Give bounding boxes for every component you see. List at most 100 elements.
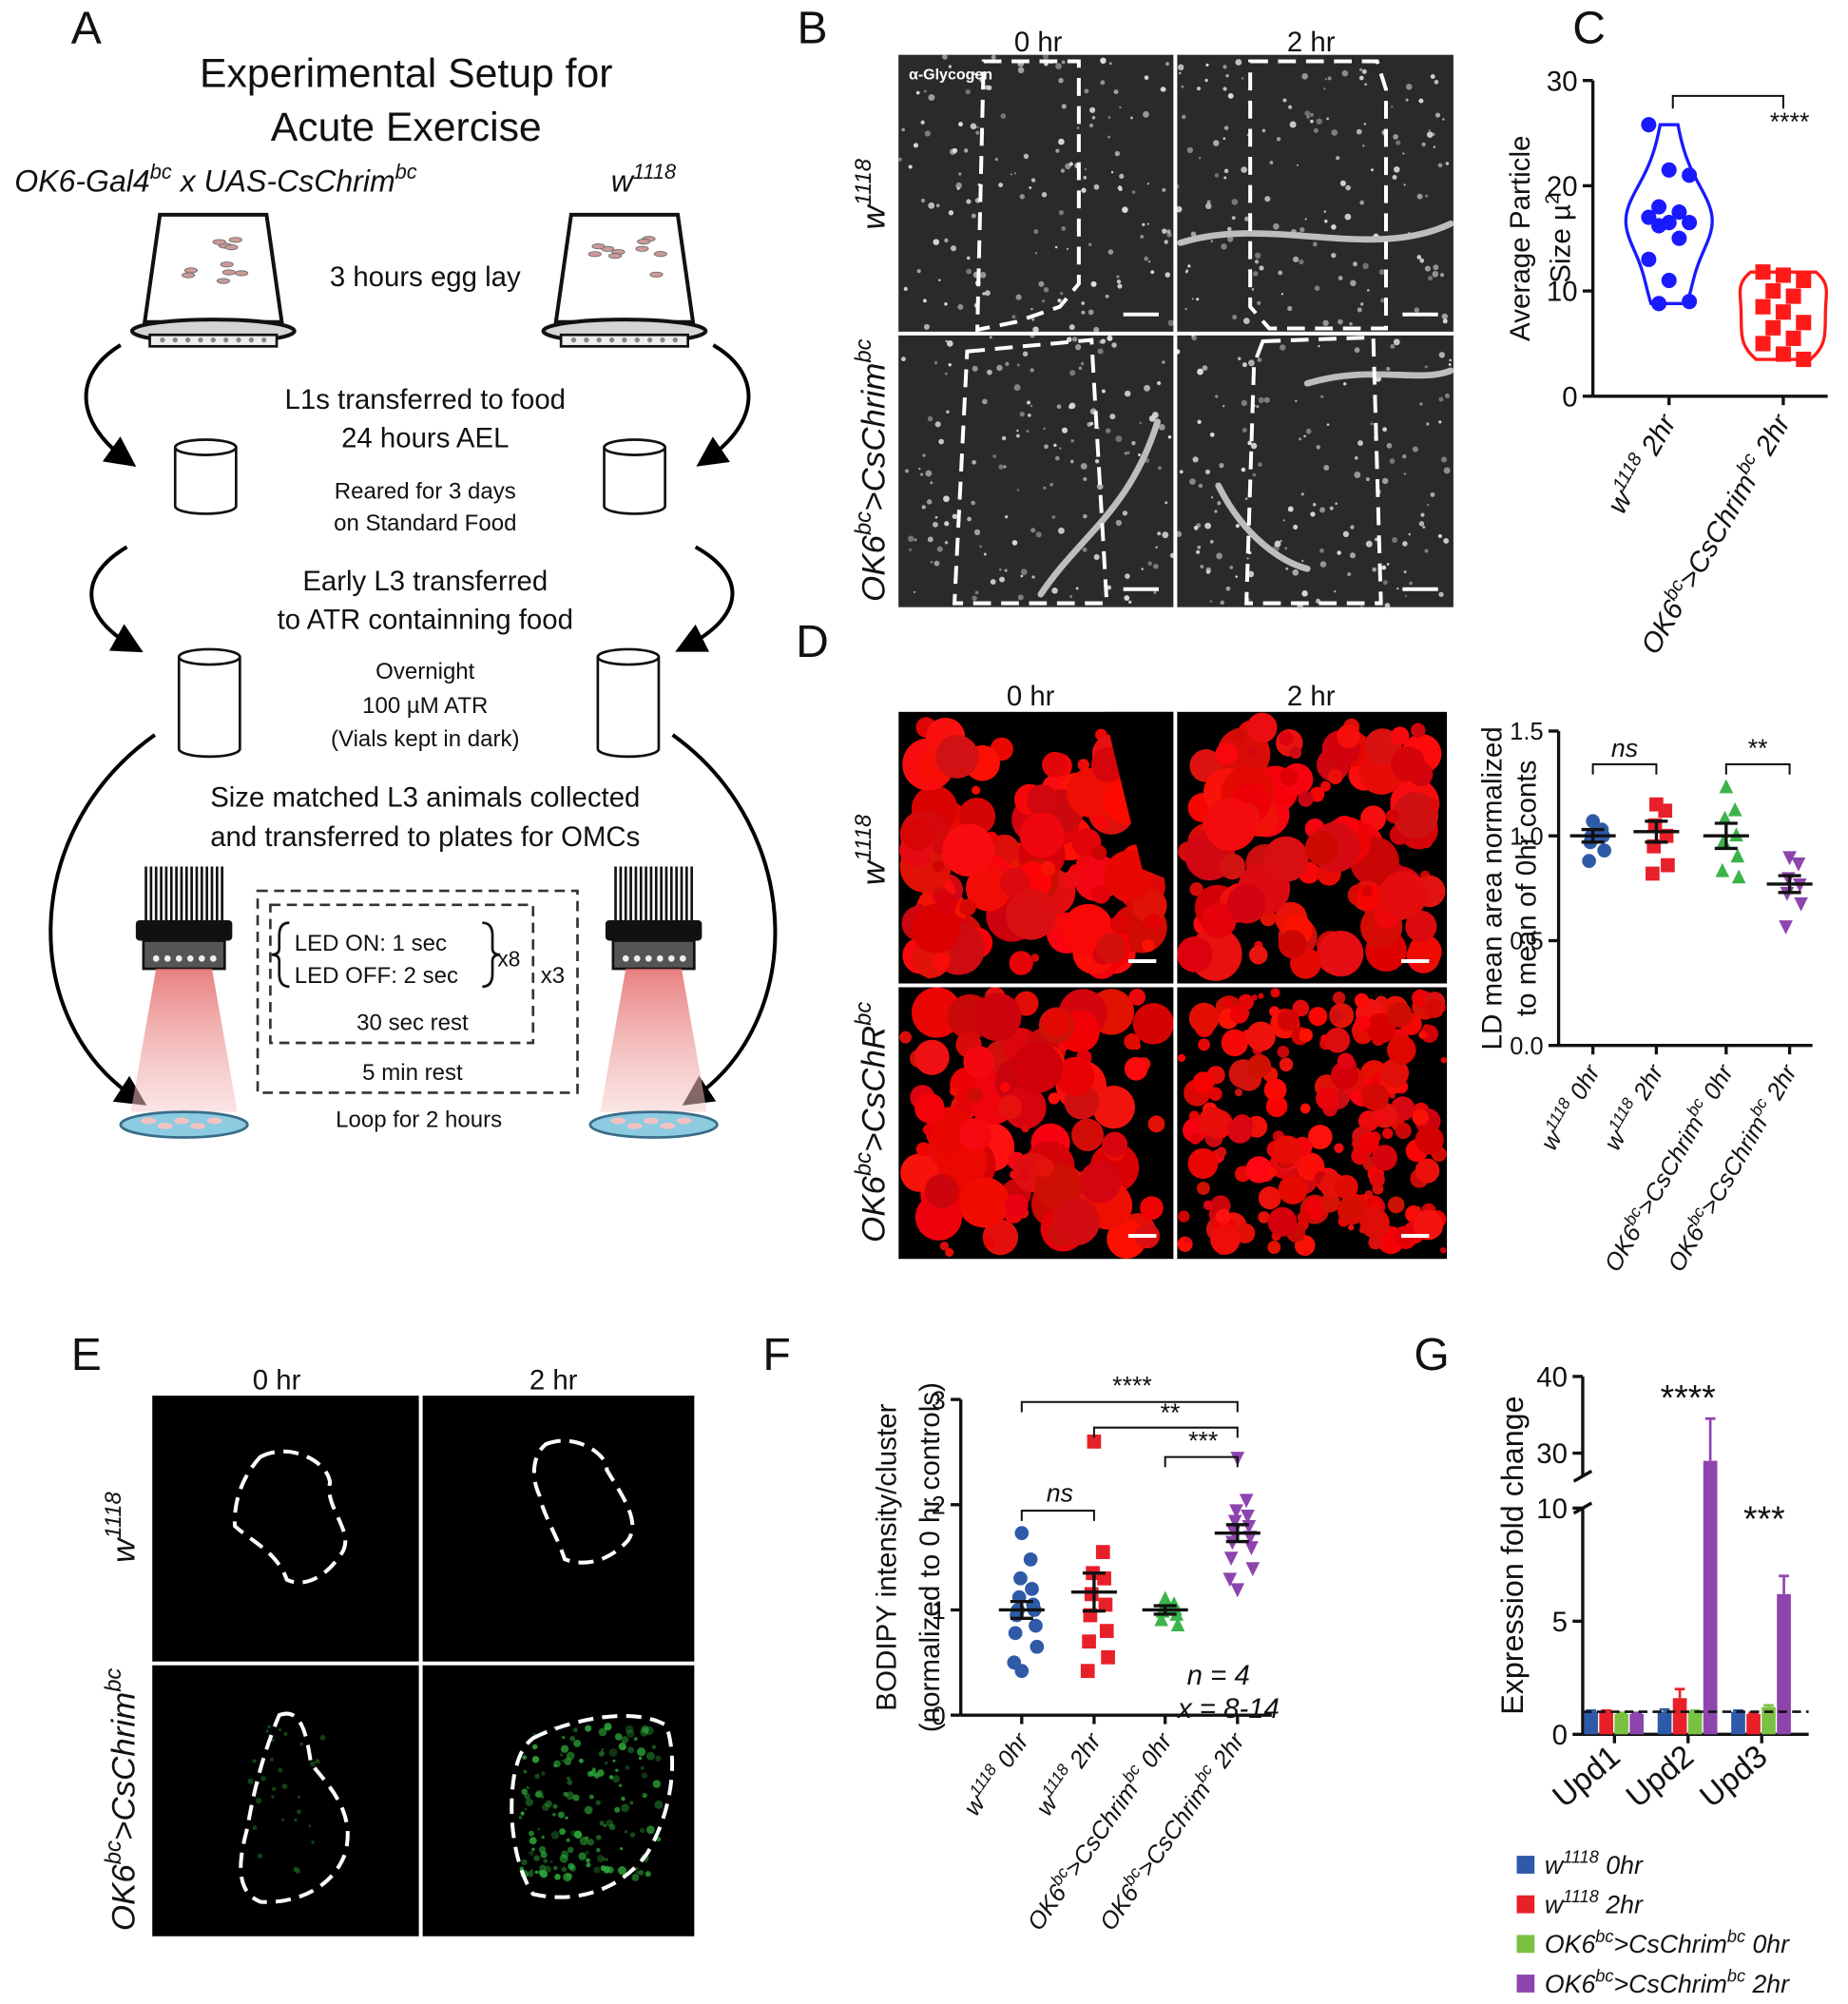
bodipy-signal xyxy=(541,1835,545,1840)
glycogen-particle xyxy=(1068,402,1076,410)
bodipy-signal xyxy=(524,1807,528,1811)
glycogen-particle xyxy=(897,157,902,162)
glycogen-particle xyxy=(1026,430,1030,433)
bodipy-signal xyxy=(618,1783,623,1787)
glycogen-particle xyxy=(1386,563,1390,566)
bodipy-signal xyxy=(606,1820,614,1827)
bodipy-signal xyxy=(308,1824,312,1828)
glycogen-particle xyxy=(1359,200,1364,205)
glycogen-particle xyxy=(1083,476,1088,482)
lipid-droplet xyxy=(1246,712,1278,743)
bodipy-signal xyxy=(529,1837,537,1845)
led-bulb xyxy=(209,954,217,962)
bodipy-signal xyxy=(283,1731,288,1737)
vial-top xyxy=(177,647,241,666)
glycogen-particle xyxy=(1396,588,1399,590)
glycogen-particle xyxy=(944,302,948,306)
glycogen-particle xyxy=(958,172,962,176)
glycogen-particle xyxy=(1223,168,1229,174)
glycogen-particle xyxy=(920,472,924,476)
data-point xyxy=(1098,1597,1113,1612)
glycogen-particle xyxy=(976,125,979,129)
light-beam xyxy=(600,969,707,1112)
glycogen-particle xyxy=(1202,365,1208,371)
lipid-droplet xyxy=(1055,1056,1095,1096)
glycogen-particle xyxy=(1141,568,1144,570)
protocol-step: Early L3 transferred xyxy=(302,566,548,597)
glycogen-particle xyxy=(1153,590,1157,594)
lipid-droplet xyxy=(1334,1143,1344,1153)
glycogen-particle xyxy=(1382,427,1387,433)
bodipy-signal xyxy=(654,1800,664,1810)
bodipy-signal xyxy=(641,1725,649,1734)
glycogen-particle xyxy=(1350,525,1355,530)
glycogen-particle xyxy=(1122,511,1128,516)
glycogen-particle xyxy=(1384,603,1391,608)
glycogen-particle xyxy=(1403,570,1407,574)
text-run: w xyxy=(611,164,635,199)
y-axis-label: Average Particle xyxy=(1505,136,1536,341)
glycogen-particle xyxy=(1075,587,1079,590)
lipid-droplet xyxy=(1096,932,1127,964)
glycogen-particle xyxy=(1381,565,1387,570)
bodipy-signal xyxy=(518,1816,523,1820)
glycogen-particle xyxy=(1382,580,1388,586)
data-point xyxy=(1755,336,1771,352)
lipid-droplet xyxy=(1413,1209,1444,1241)
larva xyxy=(190,1123,206,1129)
lipid-droplet xyxy=(1369,1171,1385,1187)
bodipy-signal xyxy=(550,1831,560,1840)
glycogen-particle xyxy=(1409,581,1414,586)
lipid-droplet xyxy=(983,1236,996,1249)
glycogen-particle xyxy=(1438,396,1444,402)
glycogen-particle xyxy=(1019,411,1025,417)
glycogen-particle xyxy=(1247,440,1252,446)
larva xyxy=(141,1117,157,1125)
glycogen-particle xyxy=(1416,255,1422,260)
glycogen-particle xyxy=(1360,606,1363,608)
data-point xyxy=(1097,1570,1111,1586)
superscript: bc xyxy=(1727,1967,1745,1986)
glycogen-particle xyxy=(1205,202,1212,210)
glycogen-particle xyxy=(1139,421,1143,425)
lipid-droplet xyxy=(1102,1131,1128,1158)
glycogen-particle xyxy=(1005,514,1009,519)
glycogen-particle xyxy=(1100,57,1107,65)
error-bar xyxy=(1082,1571,1106,1613)
glycogen-particle xyxy=(944,238,949,243)
glycogen-particle xyxy=(1146,222,1149,225)
nerve xyxy=(1215,482,1311,572)
significance-bracket xyxy=(1591,762,1658,775)
glycogen-particle xyxy=(1303,434,1306,438)
glycogen-particle xyxy=(934,360,938,365)
bodipy-signal xyxy=(522,1755,527,1760)
bodipy-signal xyxy=(541,1803,549,1812)
y-tick-label: 2 xyxy=(932,1491,946,1519)
lipid-droplet xyxy=(1093,815,1108,830)
glycogen-particle xyxy=(1343,382,1347,386)
glycogen-particle xyxy=(1258,396,1264,404)
glycogen-particle xyxy=(1210,240,1213,242)
glycogen-particle xyxy=(1099,339,1103,344)
glycogen-particle xyxy=(1287,506,1294,512)
data-point xyxy=(1239,1493,1254,1509)
glycogen-particle xyxy=(1293,524,1299,530)
bodipy-signal xyxy=(601,1748,605,1751)
protocol-step: 24 hours AEL xyxy=(341,422,509,453)
bodipy-signal xyxy=(560,1744,569,1753)
glycogen-particle xyxy=(1433,145,1435,148)
lipid-droplet xyxy=(1415,1206,1421,1213)
glycogen-particle xyxy=(1182,114,1186,120)
larva xyxy=(643,1117,659,1125)
bodipy-signal xyxy=(539,1864,547,1872)
protocol-text: x3 xyxy=(541,963,565,989)
bodipy-signal xyxy=(633,1737,638,1742)
bodipy-signal xyxy=(586,1858,590,1863)
glycogen-particle xyxy=(1342,530,1350,538)
superscript: bc xyxy=(102,1840,126,1864)
lipid-droplet xyxy=(1091,845,1107,860)
glycogen-particle xyxy=(1420,512,1425,517)
bodipy-signal xyxy=(521,1859,528,1866)
glycogen-particle xyxy=(1434,112,1441,118)
glycogen-particle xyxy=(1370,422,1374,426)
